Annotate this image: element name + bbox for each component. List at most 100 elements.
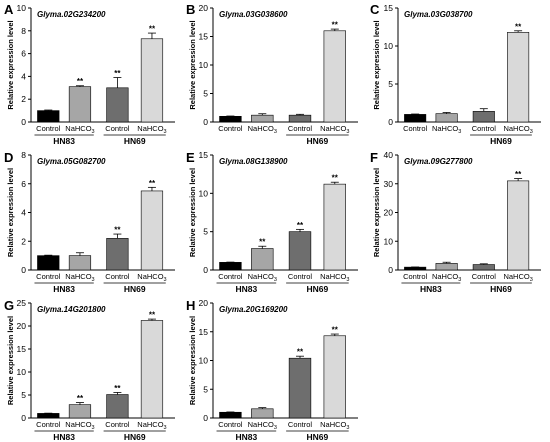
bar [323, 30, 346, 123]
bar [435, 263, 458, 271]
gene-title: Glyma.20G169200 [219, 305, 288, 314]
y-tick-label: 5 [203, 89, 208, 99]
bar [251, 248, 274, 271]
y-axis-title: Relative expression level [188, 168, 197, 257]
category-label: NaHCO3 [137, 272, 166, 283]
category-label: NaHCO3 [432, 124, 461, 135]
y-tick-label: 0 [21, 265, 26, 275]
y-tick-label: 25 [17, 298, 27, 308]
bar [288, 114, 312, 123]
category-label: Control [472, 124, 497, 133]
gene-title: Glyma.05G082700 [37, 157, 106, 166]
bar [140, 38, 164, 123]
bar [37, 110, 60, 123]
significance-mark: ** [77, 77, 84, 86]
category-label: NaHCO3 [137, 124, 166, 135]
y-tick-label: 10 [384, 236, 394, 246]
group-label: HN69 [307, 136, 329, 146]
category-label: Control [288, 124, 313, 133]
category-label: Control [105, 124, 130, 133]
bar [106, 394, 129, 419]
y-axis-title: Relative expression level [6, 316, 15, 405]
gene-title: Glyma.03G038700 [404, 10, 473, 19]
y-axis-title: Relative expression level [6, 168, 15, 257]
category-label: Control [403, 124, 428, 133]
category-label: Control [218, 420, 243, 429]
bar [140, 320, 164, 419]
category-label: NaHCO3 [65, 124, 94, 135]
y-tick-label: 0 [21, 117, 26, 127]
bar [251, 114, 274, 123]
y-tick-label: 2 [21, 94, 26, 104]
group-label: HN69 [124, 136, 146, 146]
bar [140, 190, 164, 271]
bar [37, 255, 60, 271]
y-tick-label: 10 [17, 367, 27, 377]
group-label: HN83 [235, 432, 257, 442]
bar [323, 335, 346, 419]
y-axis-title: Relative expression level [188, 316, 197, 405]
y-axis-title: Relative expression level [188, 20, 197, 109]
bar [68, 404, 92, 419]
bar [472, 111, 495, 123]
category-label: NaHCO3 [248, 272, 277, 283]
y-tick-label: 5 [388, 79, 393, 89]
y-axis-title: Relative expression level [372, 20, 381, 109]
category-label: Control [472, 272, 497, 281]
category-label: NaHCO3 [137, 420, 166, 431]
y-tick-label: 20 [199, 3, 209, 13]
significance-mark: ** [332, 326, 339, 335]
panel-label: B [186, 2, 195, 17]
category-label: Control [288, 420, 313, 429]
category-label: Control [403, 272, 428, 281]
bar [219, 262, 242, 271]
group-label: HN83 [420, 284, 442, 294]
y-tick-label: 5 [21, 390, 26, 400]
significance-mark: ** [149, 311, 156, 320]
gene-title: Glyma.09G277800 [404, 157, 473, 166]
significance-mark: ** [515, 22, 522, 31]
y-tick-label: 0 [21, 413, 26, 423]
y-tick-label: 6 [21, 49, 26, 59]
bar [37, 413, 60, 419]
bar [219, 116, 242, 123]
group-label: HN69 [124, 432, 146, 442]
group-label: HN83 [53, 136, 75, 146]
panel-d: D 0 2 4 6 8 Relative expression level Glyma.05G… [4, 150, 175, 294]
category-label: Control [36, 124, 61, 133]
significance-mark: ** [149, 25, 156, 34]
gene-title: Glyma.03G038600 [219, 10, 288, 19]
bar [68, 255, 92, 271]
y-tick-label: 4 [21, 208, 26, 218]
panel-label: D [4, 150, 13, 165]
bar [472, 264, 495, 271]
panel-label: H [186, 298, 195, 313]
category-label: NaHCO3 [248, 124, 277, 135]
category-label: Control [36, 420, 61, 429]
y-tick-label: 0 [388, 117, 393, 127]
bar [288, 231, 312, 271]
y-tick-label: 0 [203, 117, 208, 127]
y-tick-label: 15 [199, 32, 209, 42]
y-tick-label: 15 [384, 3, 394, 13]
category-label: NaHCO3 [320, 124, 349, 135]
y-tick-label: 0 [388, 265, 393, 275]
bar [219, 411, 242, 419]
y-tick-label: 6 [21, 179, 26, 189]
y-tick-label: 15 [199, 327, 209, 337]
bar [251, 408, 274, 419]
group-label: HN83 [53, 432, 75, 442]
y-tick-label: 2 [21, 236, 26, 246]
category-label: NaHCO3 [320, 420, 349, 431]
y-tick-label: 20 [17, 321, 27, 331]
y-tick-label: 8 [21, 26, 26, 36]
y-tick-label: 8 [21, 150, 26, 160]
group-label: HN83 [53, 284, 75, 294]
significance-mark: ** [297, 221, 304, 230]
y-tick-label: 40 [384, 150, 394, 160]
category-label: Control [105, 272, 130, 281]
gene-title: Glyma.08G138900 [219, 157, 288, 166]
